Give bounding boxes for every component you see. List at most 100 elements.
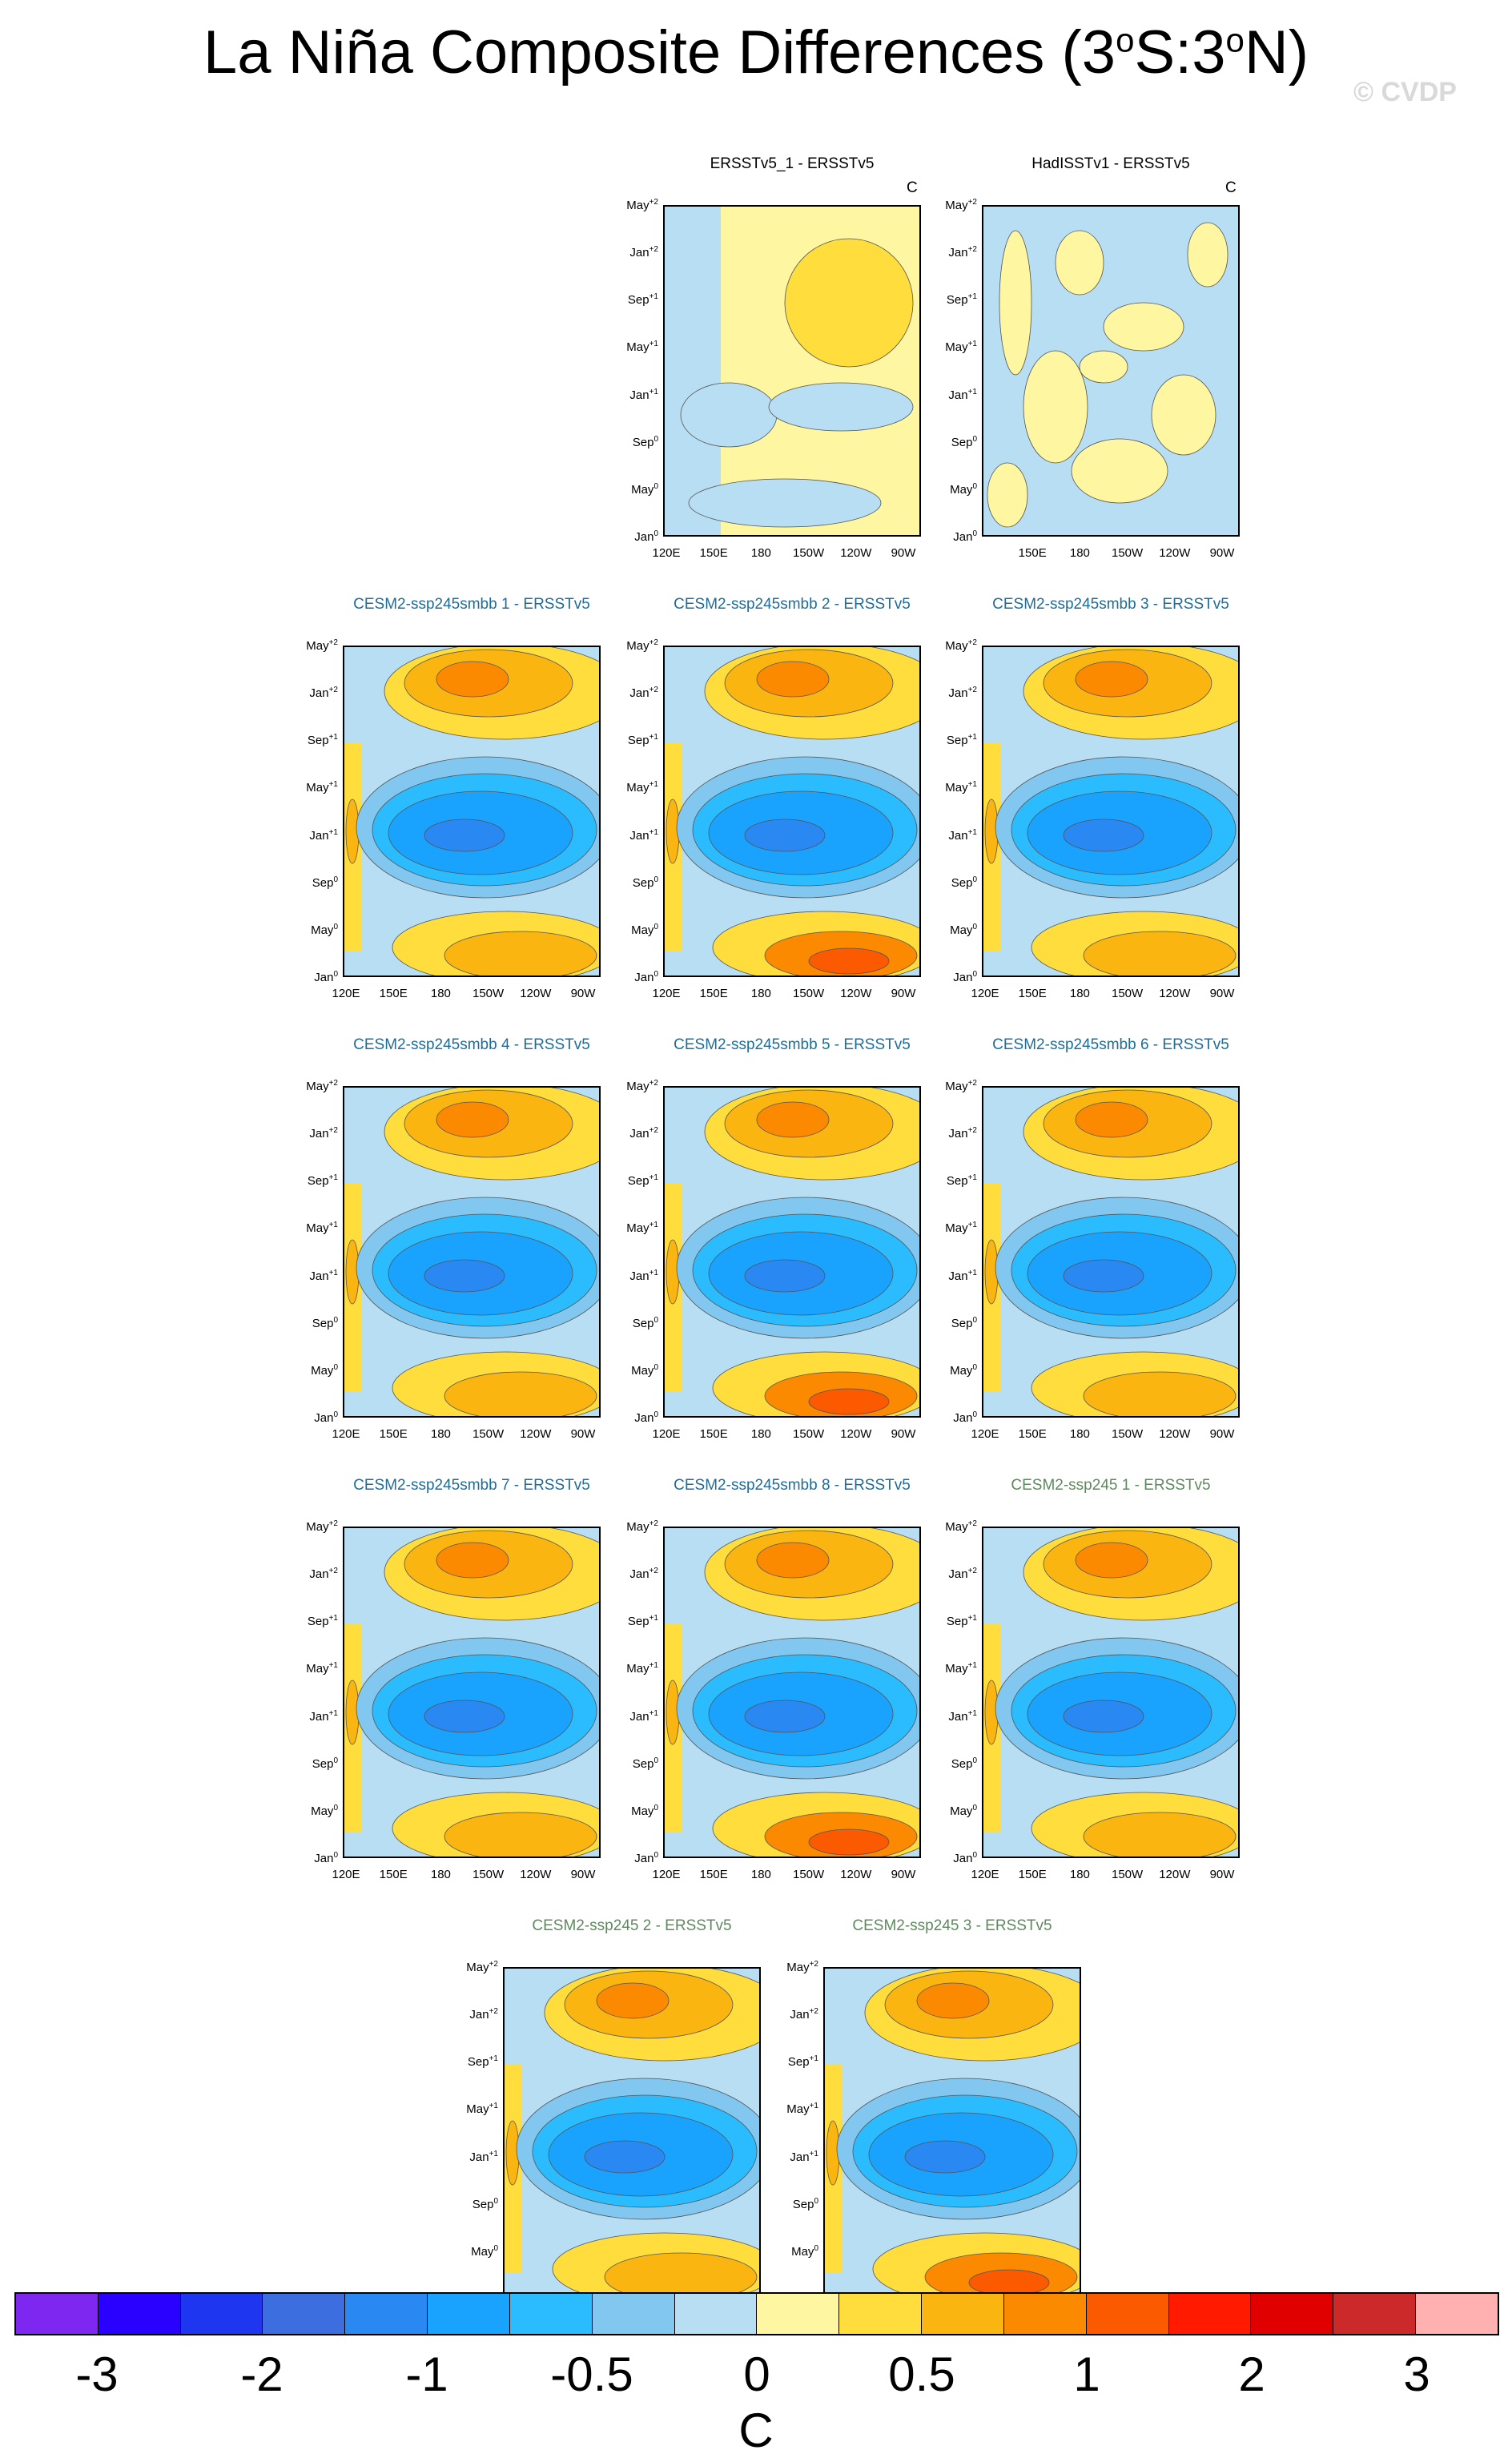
x-tick-label: 90W (1209, 1868, 1235, 1881)
colorbar-tick-label: 2 (1238, 2347, 1265, 2401)
y-tick-label: Jan+2 (309, 686, 338, 701)
colorbar-swatch (1086, 2294, 1169, 2334)
colorbar-swatch (922, 2294, 1004, 2334)
y-tick-label: Jan+2 (629, 686, 658, 701)
y-tick-label: Jan+2 (790, 2007, 818, 2022)
page-title: La Niña Composite Differences (3oS:3oN) (203, 18, 1309, 86)
y-tick-label: Jan+1 (309, 1708, 338, 1724)
x-tick-label: 90W (1209, 1427, 1235, 1441)
cold-region-peak (744, 819, 826, 852)
late-warm-peak (1075, 1101, 1148, 1138)
panel-unit: C (1225, 179, 1237, 196)
late-warm-peak (596, 1982, 670, 2019)
colorbar-swatch (1168, 2294, 1252, 2334)
x-tick-label: 180 (750, 546, 771, 560)
x-tick-label: 90W (570, 987, 596, 1000)
y-tick-label: Sep0 (951, 1315, 977, 1330)
y-tick-label: Jan0 (953, 1410, 977, 1425)
y-tick-label: May0 (311, 1803, 338, 1818)
heatmap-plot (663, 205, 921, 537)
x-tick-label: 150E (1018, 1427, 1047, 1441)
x-tick-label: 90W (1209, 987, 1235, 1000)
y-tick-label: Sep+1 (627, 733, 658, 748)
y-tick-label: May0 (631, 481, 658, 497)
x-tick-label: 120E (652, 546, 681, 560)
colorbar-swatch (345, 2294, 428, 2334)
heatmap-svg (983, 207, 1238, 535)
y-tick-label: May0 (471, 2243, 498, 2259)
x-tick-label: 90W (891, 546, 916, 560)
late-warm-peak (756, 1101, 830, 1138)
y-tick-label: May+1 (945, 340, 977, 355)
x-tick-label: 120E (652, 1427, 681, 1441)
y-tick-label: Jan+2 (469, 2007, 498, 2022)
x-tick-label: 90W (891, 1427, 916, 1441)
y-tick-label: May0 (950, 481, 977, 497)
heatmap-svg (344, 1088, 599, 1416)
y-tick-label: Sep+1 (946, 1614, 977, 1629)
y-tick-label: Jan0 (953, 970, 977, 984)
x-tick-label: 150W (1112, 1868, 1144, 1881)
y-tick-label: May+1 (945, 1221, 977, 1236)
late-warm-peak (1075, 661, 1148, 698)
colorbar-swatch (1333, 2294, 1417, 2334)
y-tick-label: Jan+2 (629, 245, 658, 260)
late-warm-peak (436, 661, 509, 698)
noise-patch-1 (1055, 230, 1104, 296)
noise-patch-4 (1151, 374, 1216, 456)
colorbar-tick-label: 0 (743, 2347, 770, 2401)
heatmap-svg (665, 1088, 919, 1416)
x-tick-label: 150W (793, 546, 825, 560)
colorbar-tick-label: -2 (240, 2347, 284, 2401)
x-tick-label: 120E (332, 1427, 360, 1441)
colorbar-tick-label: 3 (1403, 2347, 1430, 2401)
colorbar-swatch (592, 2294, 675, 2334)
x-tick-label: 150E (379, 1868, 408, 1881)
y-tick-label: May+2 (466, 1960, 498, 1974)
colorbar-swatch (263, 2294, 346, 2334)
noise-patch-8 (1079, 350, 1128, 384)
y-tick-label: May0 (311, 922, 338, 937)
x-tick-label: 150W (1112, 1427, 1144, 1441)
y-tick-label: May0 (950, 1803, 977, 1818)
x-tick-label: 120W (520, 987, 552, 1000)
y-tick-label: May+2 (306, 1519, 338, 1534)
x-tick-label: 120E (652, 987, 681, 1000)
y-tick-label: Sep0 (951, 1756, 977, 1771)
y-tick-label: Sep0 (312, 875, 338, 890)
heatmap-plot (982, 646, 1240, 977)
y-tick-label: Sep0 (632, 1315, 658, 1330)
panel-title: ERSSTv5_1 - ERSSTv5 (710, 155, 875, 172)
y-tick-label: Jan0 (634, 970, 658, 984)
x-tick-label: 150W (472, 987, 505, 1000)
x-tick-label: 180 (1069, 1427, 1090, 1441)
heatmap-plot (982, 1527, 1240, 1858)
noise-patch-5 (1071, 438, 1168, 504)
early-warm-core (1083, 931, 1237, 976)
y-tick-label: May0 (311, 1362, 338, 1378)
y-tick-label: Jan+2 (948, 1126, 977, 1141)
y-tick-label: May0 (950, 922, 977, 937)
x-tick-label: 90W (891, 1868, 916, 1881)
panel-title: CESM2-ssp245smbb 3 - ERSSTv5 (992, 596, 1229, 613)
early-warm-peak (808, 1388, 890, 1415)
heatmap-plot (343, 646, 601, 977)
x-tick-label: 180 (750, 987, 771, 1000)
y-tick-label: Jan+2 (309, 1567, 338, 1582)
cold-region-peak (584, 2140, 666, 2174)
panel-title: CESM2-ssp245smbb 7 - ERSSTv5 (353, 1477, 590, 1494)
y-tick-label: May0 (631, 1803, 658, 1818)
cold-region-peak (744, 1700, 826, 1733)
y-tick-label: Sep+1 (946, 292, 977, 308)
y-tick-label: Jan0 (314, 1410, 338, 1425)
y-tick-label: Jan0 (953, 529, 977, 544)
x-tick-label: 150E (1018, 987, 1047, 1000)
heatmap-plot (663, 1527, 921, 1858)
y-tick-label: May+2 (945, 1519, 977, 1534)
colorbar-swatch (428, 2294, 510, 2334)
cold-region-peak (424, 819, 505, 852)
y-tick-label: Sep+1 (946, 1173, 977, 1189)
colorbar-tick-label: 0.5 (888, 2347, 955, 2401)
x-tick-label: 120W (840, 546, 872, 560)
colorbar-swatch (16, 2294, 99, 2334)
